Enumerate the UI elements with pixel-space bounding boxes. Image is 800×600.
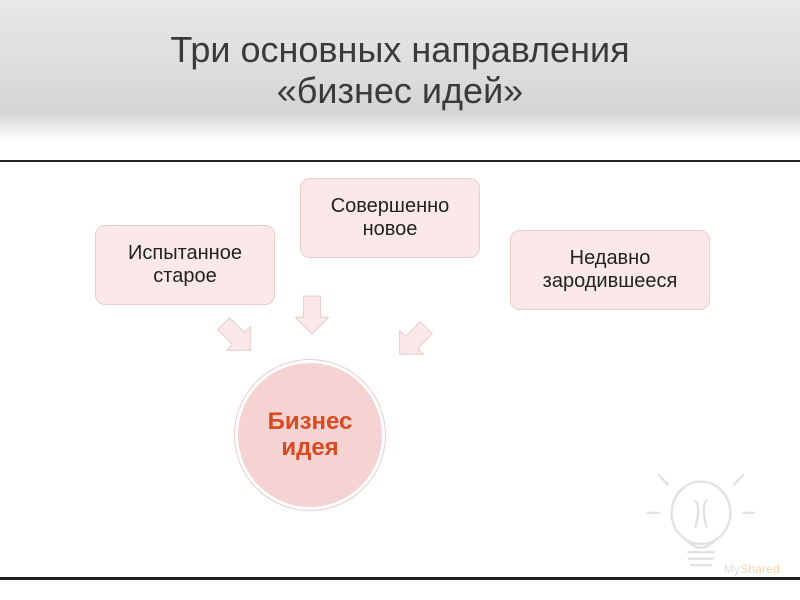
box-label: Совершенно xyxy=(331,195,450,217)
box-label: новое xyxy=(363,218,418,240)
watermark-text-2: Shared xyxy=(740,562,780,576)
rule-bottom xyxy=(0,577,800,580)
diagram-canvas: Испытанноестарое Совершенноновое Недавноза… xyxy=(0,160,800,580)
arrow-top xyxy=(291,294,333,336)
slide-header: Три основных направления «бизнес идей» xyxy=(0,0,800,140)
title-line-1: Три основных направления xyxy=(170,29,629,70)
box-right: Недавнозародившееся xyxy=(510,230,710,310)
watermark-text-1: My xyxy=(724,562,740,576)
title-line-2: «бизнес идей» xyxy=(277,70,523,111)
watermark: MyShared xyxy=(724,562,780,576)
slide-title: Три основных направления «бизнес идей» xyxy=(170,29,629,112)
box-left: Испытанноестарое xyxy=(95,225,275,305)
box-label: старое xyxy=(153,265,216,287)
box-top: Совершенноновое xyxy=(300,178,480,258)
center-node: Бизнесидея xyxy=(235,360,385,510)
center-label: идея xyxy=(281,434,338,461)
box-label: Недавно xyxy=(570,247,651,269)
center-label: Бизнес xyxy=(268,408,353,435)
arrow-right xyxy=(383,311,442,370)
arrow-left xyxy=(207,307,266,366)
box-label: зародившееся xyxy=(543,270,678,292)
box-label: Испытанное xyxy=(128,242,242,264)
